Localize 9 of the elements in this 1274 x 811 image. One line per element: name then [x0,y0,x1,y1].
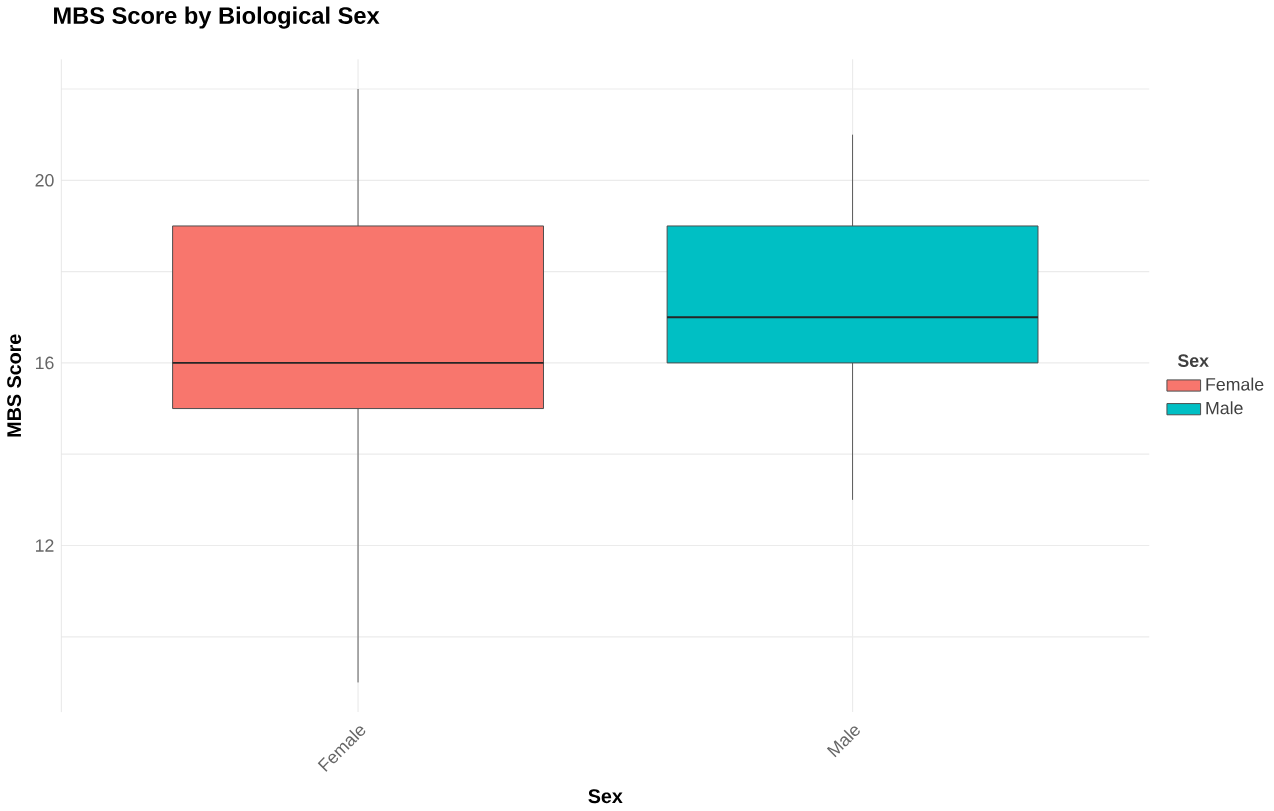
legend-title: Sex [1177,354,1209,367]
y-tick-label: 12 [36,539,54,552]
chart-title: MBS Score by Biological Sex [54,6,380,29]
y-tick-label: 20 [35,174,54,187]
legend-label: Male [1206,401,1243,415]
x-axis-title: Sex [588,789,623,804]
y-axis-title: MBS Score [7,334,22,437]
legend-label: Female [1206,377,1264,391]
y-tick-label: 16 [36,356,54,370]
